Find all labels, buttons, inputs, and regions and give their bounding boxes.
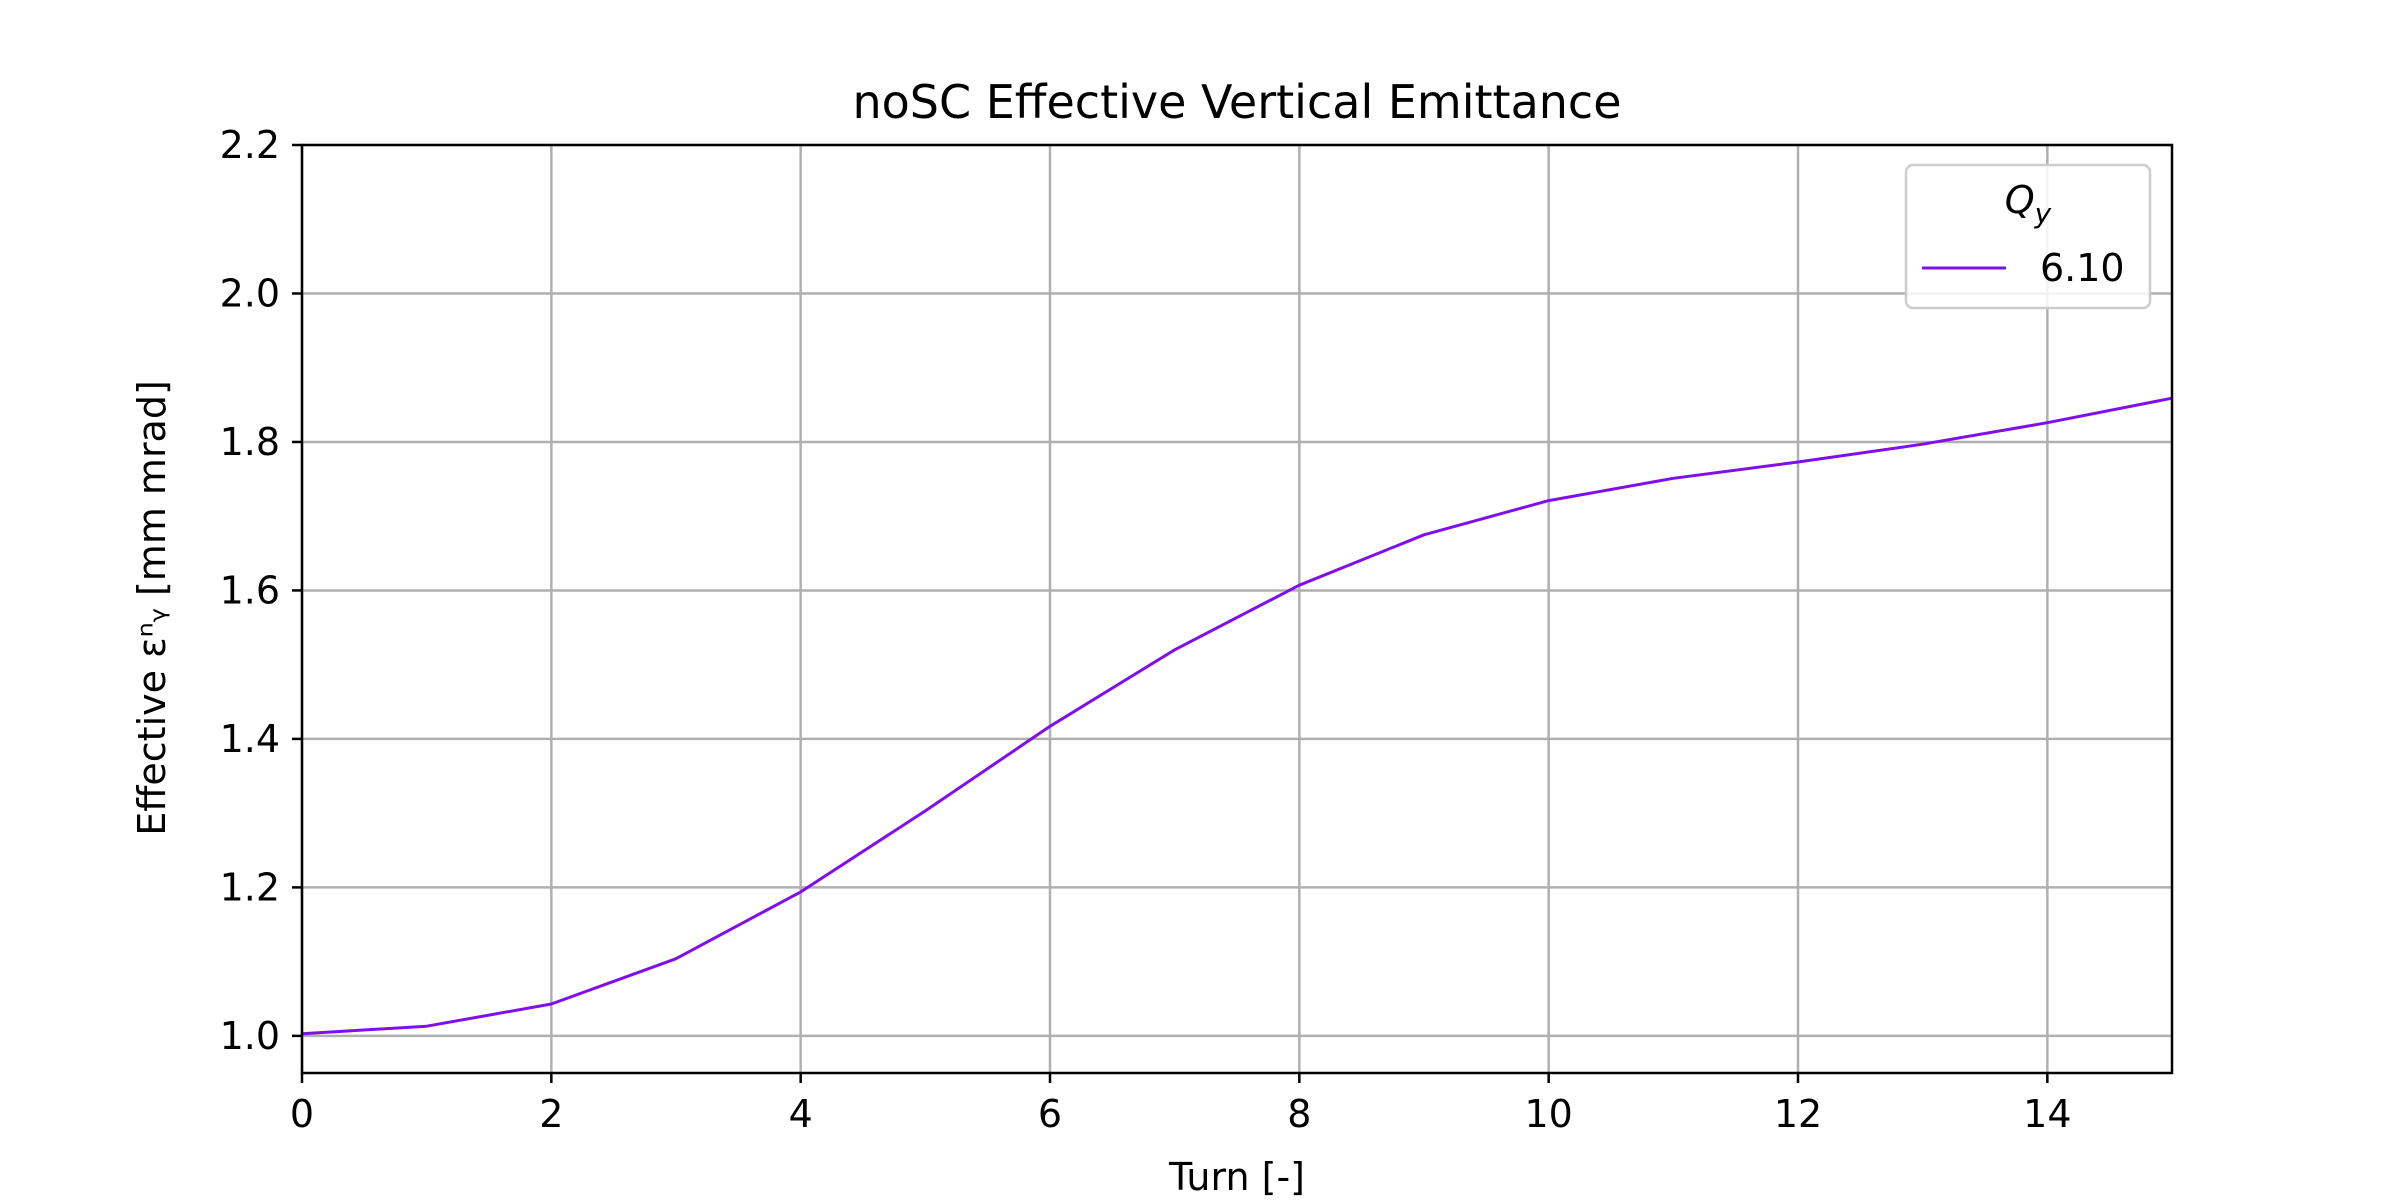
ticks: 0 2 4 6 8 10 12 14 1.0 1.2 1.4 1.6 1.8 2.0 2.2: [220, 123, 2072, 1136]
y-tick-label: 2.0: [220, 271, 280, 315]
legend-box: [1904, 163, 2152, 310]
legend: Qy 6.10: [1904, 163, 2152, 310]
y-tick-label: 2.2: [220, 123, 280, 167]
x-tick-label: 6: [1038, 1092, 1062, 1136]
y-axis-label: Effective εⁿᵧ [mm mrad]: [130, 380, 174, 836]
legend-label-6-10: 6.10: [2040, 246, 2125, 290]
y-tick-label: 1.6: [220, 568, 280, 612]
y-tick-label: 1.2: [220, 865, 280, 909]
legend-title: Qy: [2005, 178, 2052, 230]
x-tick-label: 4: [789, 1092, 813, 1136]
chart-title: noSC Effective Vertical Emittance: [852, 75, 1621, 129]
x-tick-label: 2: [539, 1092, 563, 1136]
x-tick-label: 0: [290, 1092, 314, 1136]
series-line-0: [301, 396, 2173, 1036]
x-tick-label: 12: [1774, 1092, 1822, 1136]
x-tick-label: 10: [1524, 1092, 1572, 1136]
series-layer: [301, 396, 2173, 1036]
x-tick-label: 8: [1287, 1092, 1311, 1136]
grid: [300, 143, 2172, 1073]
y-tick-label: 1.8: [220, 420, 280, 464]
y-tick-label: 1.4: [220, 717, 280, 761]
y-tick-label: 1.0: [220, 1014, 280, 1058]
x-axis-label: Turn [-]: [1168, 1155, 1305, 1199]
x-tick-label: 14: [2023, 1092, 2071, 1136]
plot-frame: [300, 143, 2174, 1075]
